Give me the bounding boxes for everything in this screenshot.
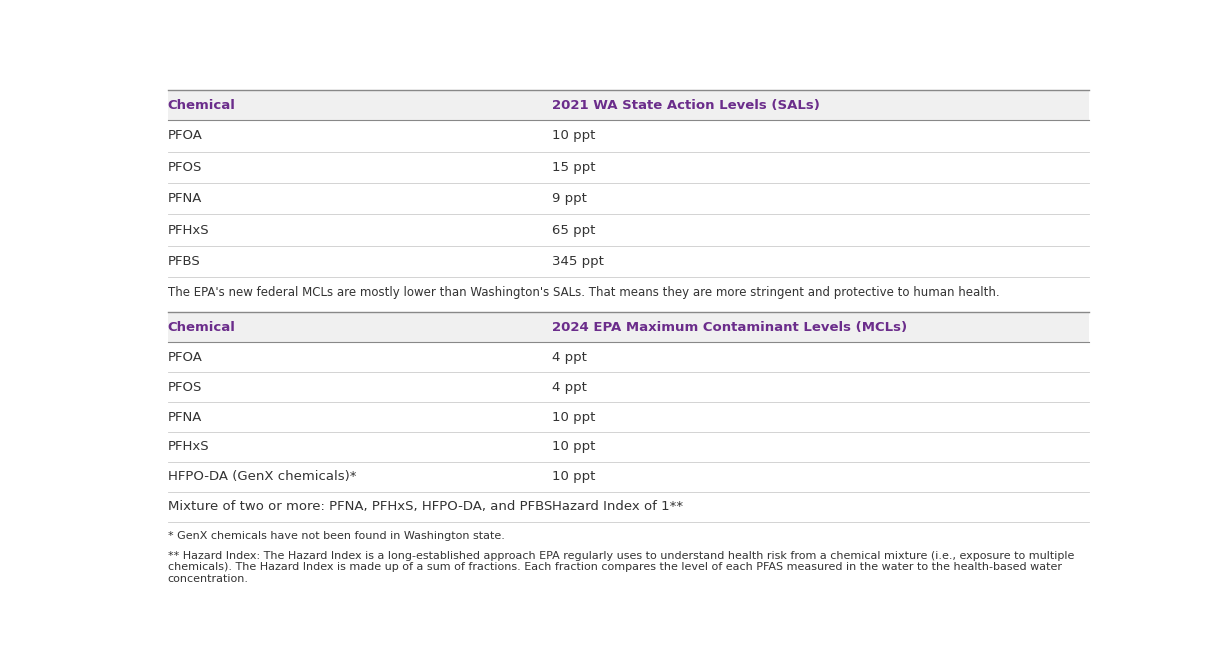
Text: 4 ppt: 4 ppt: [553, 351, 587, 364]
Text: PFHxS: PFHxS: [168, 441, 210, 454]
Text: PFNA: PFNA: [168, 411, 202, 424]
Text: 9 ppt: 9 ppt: [553, 192, 587, 205]
Text: 4 ppt: 4 ppt: [553, 380, 587, 393]
Text: 2024 EPA Maximum Contaminant Levels (MCLs): 2024 EPA Maximum Contaminant Levels (MCL…: [553, 321, 907, 334]
Text: ** Hazard Index: The Hazard Index is a long-established approach EPA regularly u: ** Hazard Index: The Hazard Index is a l…: [168, 551, 1074, 584]
Text: PFOS: PFOS: [168, 380, 202, 393]
Text: Hazard Index of 1**: Hazard Index of 1**: [553, 500, 683, 513]
Text: 10 ppt: 10 ppt: [553, 411, 596, 424]
Text: 10 ppt: 10 ppt: [553, 470, 596, 483]
Text: 65 ppt: 65 ppt: [553, 224, 596, 237]
Text: PFOA: PFOA: [168, 130, 202, 143]
Text: 345 ppt: 345 ppt: [553, 255, 604, 268]
Bar: [168, 90, 1089, 120]
Text: PFNA: PFNA: [168, 192, 202, 205]
Text: PFHxS: PFHxS: [168, 224, 210, 237]
Text: 10 ppt: 10 ppt: [553, 441, 596, 454]
Text: PFOA: PFOA: [168, 351, 202, 364]
Text: 15 ppt: 15 ppt: [553, 161, 596, 174]
Text: PFOS: PFOS: [168, 161, 202, 174]
Text: Chemical: Chemical: [168, 321, 235, 334]
Text: 10 ppt: 10 ppt: [553, 130, 596, 143]
Text: Chemical: Chemical: [168, 98, 235, 111]
Text: PFBS: PFBS: [168, 255, 200, 268]
Text: * GenX chemicals have not been found in Washington state.: * GenX chemicals have not been found in …: [168, 531, 504, 541]
Text: The EPA's new federal MCLs are mostly lower than Washington's SALs. That means t: The EPA's new federal MCLs are mostly lo…: [168, 286, 999, 299]
Text: HFPO-DA (GenX chemicals)*: HFPO-DA (GenX chemicals)*: [168, 470, 356, 483]
Bar: [168, 312, 1089, 342]
Text: Mixture of two or more: PFNA, PFHxS, HFPO-DA, and PFBS: Mixture of two or more: PFNA, PFHxS, HFP…: [168, 500, 552, 513]
Text: 2021 WA State Action Levels (SALs): 2021 WA State Action Levels (SALs): [553, 98, 820, 111]
